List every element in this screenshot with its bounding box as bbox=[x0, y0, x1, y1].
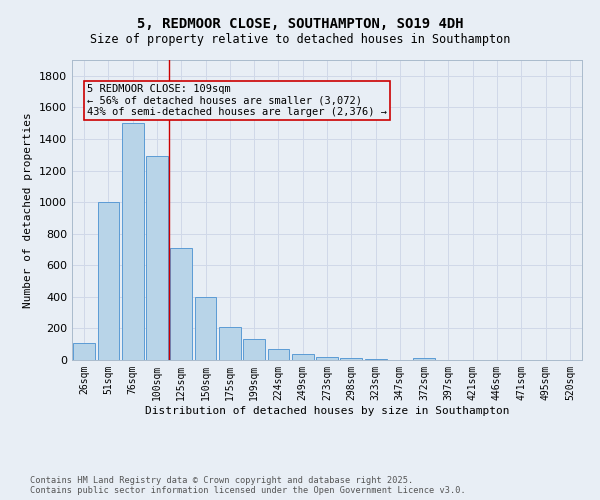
Bar bbox=[122, 123, 143, 360]
Bar bbox=[73, 342, 95, 360]
Text: 5 REDMOOR CLOSE: 109sqm
← 56% of detached houses are smaller (3,072)
43% of semi: 5 REDMOOR CLOSE: 109sqm ← 56% of detache… bbox=[88, 84, 388, 117]
Bar bbox=[292, 354, 314, 360]
Bar bbox=[413, 358, 435, 360]
Text: Size of property relative to detached houses in Southampton: Size of property relative to detached ho… bbox=[90, 32, 510, 46]
Bar bbox=[97, 202, 119, 360]
Text: 5, REDMOOR CLOSE, SOUTHAMPTON, SO19 4DH: 5, REDMOOR CLOSE, SOUTHAMPTON, SO19 4DH bbox=[137, 18, 463, 32]
Bar bbox=[146, 156, 168, 360]
Bar bbox=[268, 349, 289, 360]
Bar bbox=[340, 358, 362, 360]
Y-axis label: Number of detached properties: Number of detached properties bbox=[23, 112, 34, 308]
Text: Contains HM Land Registry data © Crown copyright and database right 2025.
Contai: Contains HM Land Registry data © Crown c… bbox=[30, 476, 466, 495]
Bar bbox=[170, 248, 192, 360]
Bar bbox=[243, 338, 265, 360]
Bar bbox=[316, 356, 338, 360]
Bar bbox=[194, 297, 217, 360]
X-axis label: Distribution of detached houses by size in Southampton: Distribution of detached houses by size … bbox=[145, 406, 509, 415]
Bar bbox=[219, 327, 241, 360]
Bar bbox=[365, 359, 386, 360]
